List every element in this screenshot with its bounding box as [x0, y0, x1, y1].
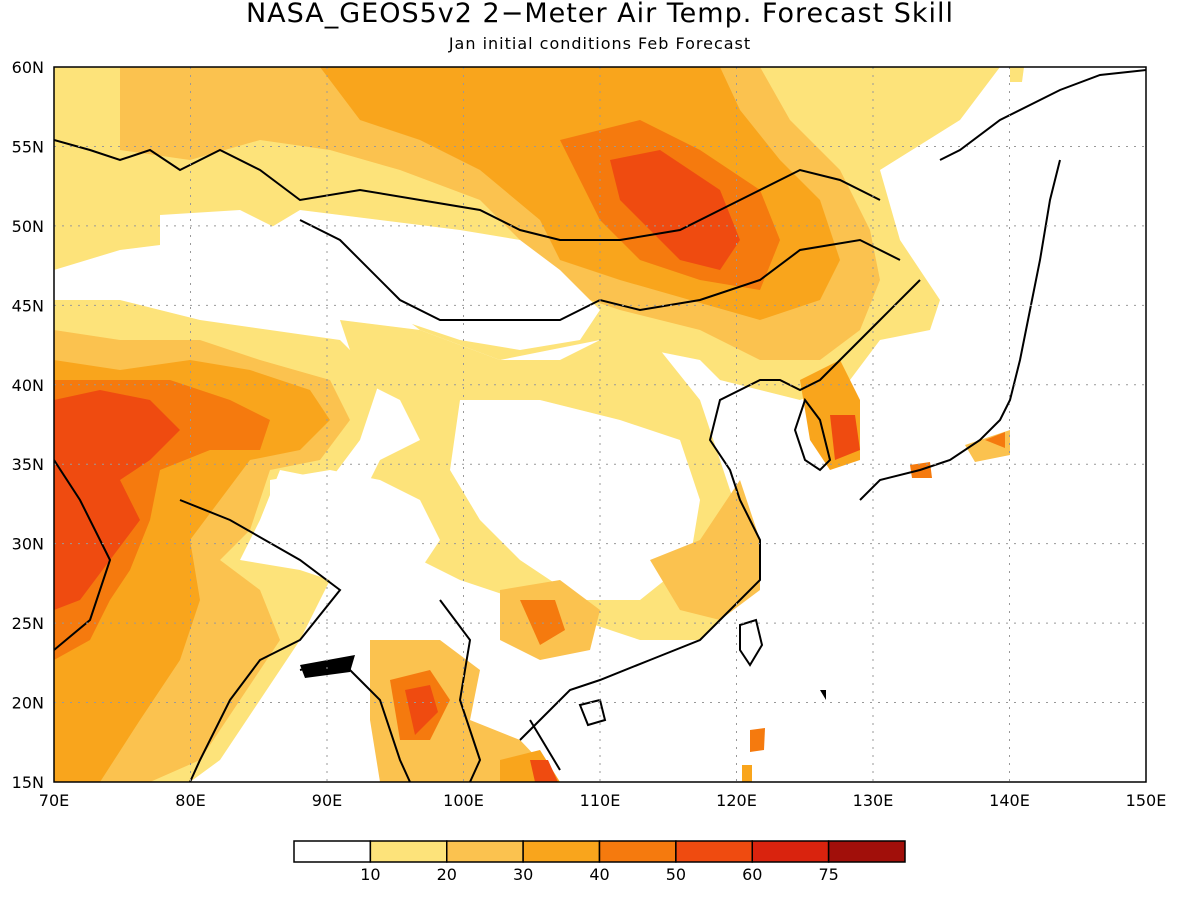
lat-tick-label: 25N — [12, 614, 44, 633]
colorbar-label: 40 — [589, 865, 609, 884]
lat-tick-label: 15N — [12, 773, 44, 792]
colorbar-swatch — [751, 840, 830, 863]
colorbar-label: 75 — [818, 865, 838, 884]
lon-tick-label: 120E — [716, 791, 757, 810]
colorbar-label: 10 — [360, 865, 380, 884]
lat-tick-label: 60N — [12, 58, 44, 77]
coastlines — [54, 69, 1146, 782]
colorbar-swatch — [598, 840, 677, 863]
colorbar-label: 30 — [513, 865, 533, 884]
lat-tick-label: 35N — [12, 455, 44, 474]
colorbar-label: 60 — [742, 865, 762, 884]
lon-tick-label: 130E — [853, 791, 894, 810]
lat-tick-label: 20N — [12, 694, 44, 713]
colorbar-swatch — [522, 840, 601, 863]
colorbar-swatch — [675, 840, 753, 863]
gridlines — [54, 67, 1146, 782]
lon-tick-label: 100E — [443, 791, 484, 810]
colorbar-label: 20 — [437, 865, 457, 884]
lat-tick-label: 55N — [12, 137, 44, 156]
lon-tick-label: 140E — [989, 791, 1030, 810]
colorbar-swatch — [369, 840, 448, 863]
colorbar-swatch — [293, 840, 372, 863]
colorbar-swatch — [446, 840, 524, 863]
lat-tick-label: 45N — [12, 296, 44, 315]
lat-tick-label: 30N — [12, 535, 44, 554]
latitude-labels: 15N 20N 25N 30N 35N 40N 45N 50N 55N 60N — [12, 58, 44, 792]
skill-shading — [54, 67, 1146, 782]
colorbar: 10 20 30 40 50 60 75 — [293, 840, 906, 884]
colorbar-label: 50 — [666, 865, 686, 884]
longitude-labels: 70E 80E 90E 100E 110E 120E 130E 140E 150E — [39, 791, 1167, 810]
lon-tick-label: 150E — [1126, 791, 1167, 810]
lon-tick-label: 70E — [39, 791, 69, 810]
lat-tick-label: 50N — [12, 217, 44, 236]
map-title: NASA_GEOS5v2 2−Meter Air Temp. Forecast … — [245, 0, 955, 29]
colorbar-swatch — [827, 840, 906, 863]
lon-tick-label: 110E — [580, 791, 621, 810]
islands — [300, 655, 826, 700]
map-frame — [53, 66, 1147, 783]
lon-tick-label: 80E — [175, 791, 205, 810]
lon-tick-label: 90E — [312, 791, 342, 810]
map-subtitle: Jan initial conditions Feb Forecast — [448, 34, 752, 53]
lat-tick-label: 40N — [12, 376, 44, 395]
